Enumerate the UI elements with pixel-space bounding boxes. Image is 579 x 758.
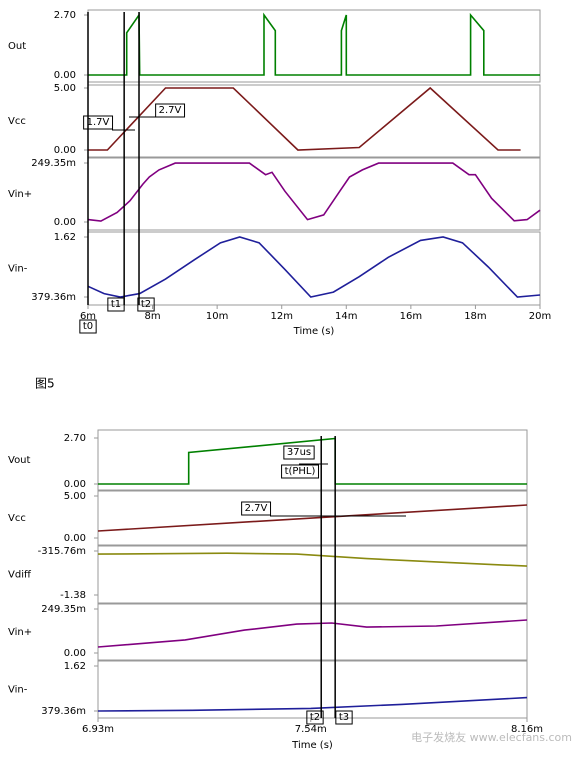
trace [87, 162, 541, 222]
annotation-box [155, 103, 186, 118]
panel-label: Vin+ [8, 627, 32, 638]
panel-label: Out [8, 41, 26, 52]
cursor-label-box [306, 710, 324, 725]
x-tick-label: 20m [529, 311, 551, 322]
panel-label: Vdiff [8, 570, 32, 581]
x-tick-label: 8.16m [511, 724, 543, 735]
cursor-label: t1 [111, 299, 121, 310]
annotation: 2.7V [159, 105, 182, 116]
cursor-label-box [335, 710, 353, 725]
trace [97, 696, 528, 712]
panel-label: Vout [8, 455, 31, 466]
y-tick-label: 0.00 [64, 479, 86, 490]
cursor-label-box [137, 297, 155, 312]
panel-frame [97, 660, 528, 719]
annotation-box [241, 501, 272, 516]
panel-frame [97, 545, 528, 604]
x-tick-label: 10m [206, 311, 228, 322]
y-tick-label: 249.35m [31, 158, 76, 169]
y-tick-label: 5.00 [54, 83, 76, 94]
x-tick-label: 8m [145, 311, 161, 322]
cursor-label-box [107, 297, 125, 312]
x-axis-label: Time (s) [293, 326, 335, 337]
y-tick-label: 5.00 [64, 491, 86, 502]
trace [97, 619, 528, 648]
annotation-box [283, 445, 315, 460]
y-tick-label: 0.00 [54, 217, 76, 228]
x-tick-label: 6m [80, 311, 96, 322]
y-tick-label: 1.62 [64, 661, 86, 672]
panel-frame [87, 157, 541, 231]
trace [87, 236, 541, 298]
panel-label: Vin- [8, 685, 28, 696]
y-tick-label: 2.70 [64, 433, 86, 444]
y-tick-label: -1.38 [60, 590, 86, 601]
x-tick-label: 6.93m [82, 724, 114, 735]
x-tick-label: 14m [335, 311, 357, 322]
trace [88, 86, 521, 151]
panel-frame [87, 84, 541, 158]
cursor-label: t2 [141, 299, 151, 310]
y-tick-label: 0.00 [54, 145, 76, 156]
panel-label: Vcc [8, 116, 26, 127]
y-tick-label: 379.36m [41, 706, 86, 717]
trace [98, 437, 527, 485]
annotation: 1.7V [87, 117, 110, 128]
x-tick-label: 18m [464, 311, 486, 322]
cursor-label: t2 [310, 712, 320, 723]
annotation: 2.7V [245, 503, 268, 514]
y-tick-label: 0.00 [64, 533, 86, 544]
panel-frame [87, 9, 541, 83]
y-tick-label: 1.62 [54, 232, 76, 243]
y-tick-label: 2.70 [54, 10, 76, 21]
y-tick-label: 379.36m [31, 292, 76, 303]
annotation: t(PHL) [285, 466, 316, 477]
cursor-label: t3 [339, 712, 349, 723]
panel-frame [97, 490, 528, 546]
x-tick-label: 7.54m [295, 724, 327, 735]
annotation-box [281, 464, 320, 479]
panel-frame [87, 231, 541, 306]
panel-frame [97, 429, 528, 491]
annotation-box [83, 115, 114, 130]
trace [97, 552, 528, 567]
cursor-label-box [79, 319, 97, 334]
x-tick-label: 16m [400, 311, 422, 322]
y-tick-label: -315.76m [38, 546, 86, 557]
panel-label: Vcc [8, 513, 26, 524]
cursor-label: t0 [83, 321, 93, 332]
panel-label: Vin+ [8, 189, 32, 200]
trace [97, 504, 528, 532]
caption: 图5 [35, 377, 55, 391]
panel-frame [97, 603, 528, 661]
trace [88, 12, 540, 76]
y-tick-label: 0.00 [64, 648, 86, 659]
panel-label: Vin- [8, 264, 28, 275]
y-tick-label: 249.35m [41, 604, 86, 615]
annotation: 37us [287, 447, 311, 458]
y-tick-label: 0.00 [54, 70, 76, 81]
x-tick-label: 12m [270, 311, 292, 322]
watermark: 电子发烧友 www.elecfans.com [411, 730, 572, 744]
x-axis-label: Time (s) [291, 740, 333, 751]
